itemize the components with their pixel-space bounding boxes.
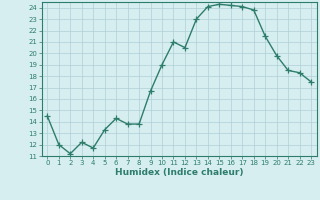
X-axis label: Humidex (Indice chaleur): Humidex (Indice chaleur) <box>115 168 244 177</box>
